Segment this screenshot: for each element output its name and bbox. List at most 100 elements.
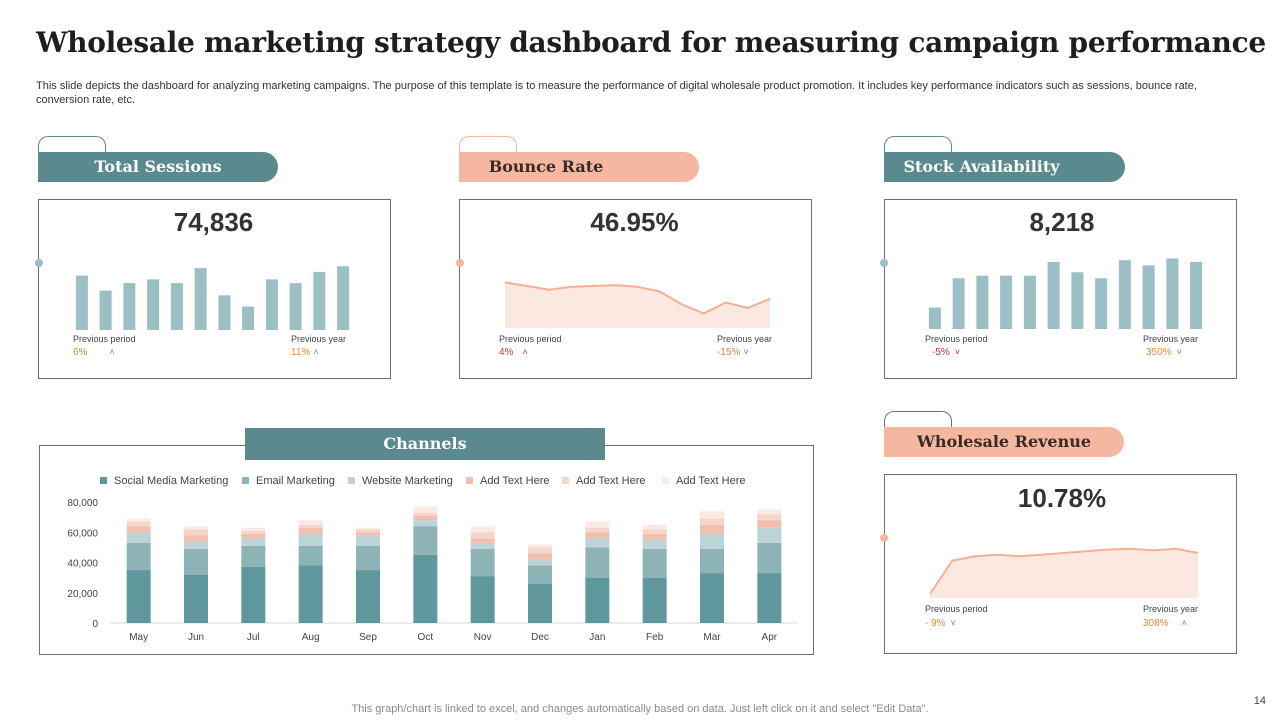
stock-availability-prev-period-number: -5% [932, 347, 950, 358]
channel-bar-segment [298, 545, 323, 566]
channel-bar-segment [470, 526, 495, 533]
total-sessions-prev-period-number: 6% [73, 347, 88, 358]
legend-label: Add Text Here [676, 475, 746, 487]
stock-availability-bar [976, 275, 989, 329]
channel-bar-segment [700, 518, 724, 525]
channel-bar-segment [585, 527, 610, 533]
chevron-down-icon: ˅ [743, 347, 749, 357]
x-tick-label: May [129, 632, 148, 643]
channel-bar-segment [470, 532, 495, 539]
stock-availability-bar [1118, 260, 1131, 329]
channel-bar-segment [528, 547, 552, 554]
channel-bar-segment [757, 509, 782, 515]
channel-bar-segment [528, 583, 552, 623]
total-sessions-marker [35, 259, 43, 267]
bounce-rate-prev-period-number: 4% [499, 347, 514, 358]
legend-label: Website Marketing [362, 475, 453, 487]
total-sessions-bar [218, 295, 231, 330]
channel-bar-segment [356, 529, 380, 533]
channel-bar-segment [241, 527, 266, 531]
channel-bar-segment [356, 532, 380, 536]
legend-swatch [662, 477, 669, 484]
bounce-rate-value: 46.95% [590, 207, 679, 237]
channel-bar-segment [298, 524, 323, 528]
stock-availability-prev-year-value: 350% ˅ [1146, 347, 1182, 358]
wholesale-revenue-header: Wholesale Revenue [884, 427, 1124, 457]
stock-availability-value: 8,218 [1029, 207, 1095, 237]
channel-bar-segment [241, 538, 266, 546]
channel-bar-segment [642, 529, 667, 534]
stock-availability-bar [1047, 261, 1060, 329]
legend-label: Email Marketing [256, 475, 335, 487]
stock-availability-bar [928, 307, 941, 329]
bounce-rate-tab [459, 136, 517, 153]
y-tick-label: 80,000 [67, 498, 98, 509]
total-sessions-value: 74,836 [173, 207, 254, 237]
channel-bar-segment [413, 520, 438, 527]
chevron-up-icon: ˄ [313, 347, 319, 357]
total-sessions-prev-period-value: 6% ˄ [73, 347, 115, 358]
wholesale-revenue-tab [884, 411, 952, 428]
stock-availability-prev-year-number: 350% [1146, 347, 1172, 358]
total-sessions-header: Total Sessions [38, 152, 278, 182]
channel-bar-segment [241, 567, 266, 623]
wholesale-revenue-prev-period-label: Previous period [925, 604, 988, 614]
total-sessions-bar [123, 283, 136, 330]
channel-bar-segment [642, 548, 667, 578]
channel-bar-segment [700, 511, 724, 519]
channel-bar-segment [126, 521, 151, 527]
channel-bar-segment [184, 574, 208, 623]
stock-availability-bar [1142, 265, 1155, 329]
channel-bar-segment [356, 545, 380, 571]
bounce-rate-header: Bounce Rate [459, 152, 699, 182]
channel-bar-segment [700, 573, 724, 623]
channel-bar-segment [241, 545, 266, 568]
page-number: 14 [1253, 695, 1266, 707]
total-sessions-bar [289, 283, 302, 330]
chevron-up-icon: ˄ [1181, 618, 1187, 628]
channel-bar-segment [585, 532, 610, 539]
channel-bar-segment [757, 542, 782, 574]
stock-availability-bar [1000, 275, 1013, 329]
channel-bar-segment [700, 524, 724, 534]
channel-bar-segment [585, 521, 610, 528]
chevron-up-icon: ˄ [109, 347, 115, 357]
stock-availability-bar [1023, 275, 1036, 329]
wholesale-revenue-prev-year-value: 308% ˄ [1143, 618, 1187, 629]
channel-bar-segment [184, 541, 208, 549]
channel-bar-segment [241, 533, 266, 539]
channel-bar-segment [470, 542, 495, 549]
total-sessions-bar [242, 306, 255, 330]
x-tick-label: Apr [762, 632, 778, 643]
legend-entry: Social Media Marketing [100, 475, 228, 487]
channel-bar-segment [642, 524, 667, 530]
legend-entry: Website Marketing [348, 475, 453, 487]
wholesale-revenue-line [930, 547, 1198, 595]
y-tick-label: 0 [92, 619, 98, 630]
total-sessions-card [38, 199, 391, 379]
total-sessions-prev-year-number: 11% [291, 347, 311, 358]
x-tick-label: Jun [188, 632, 204, 643]
total-sessions-bar [170, 283, 183, 330]
legend-entry: Add Text Here [562, 475, 646, 487]
stock-availability-bar [952, 278, 965, 329]
channel-bar-segment [528, 565, 552, 584]
channel-bar-segment [126, 526, 151, 533]
stock-availability-bar [1071, 272, 1084, 329]
chevron-down-icon: ˅ [1176, 347, 1182, 357]
channel-bar-segment [356, 535, 380, 546]
channel-bar-segment [126, 542, 151, 571]
legend-label: Add Text Here [576, 475, 646, 487]
wholesale-revenue-prev-year-number: 308% [1143, 618, 1169, 629]
chevron-down-icon: ˅ [950, 618, 956, 628]
total-sessions-bar [337, 266, 350, 330]
legend-swatch [242, 477, 249, 484]
y-tick-label: 60,000 [67, 528, 98, 539]
channel-bar-segment [413, 506, 438, 513]
x-tick-label: Aug [302, 632, 320, 643]
bounce-rate-marker [456, 259, 464, 267]
channel-bar-segment [413, 515, 438, 521]
channel-bar-segment [413, 512, 438, 516]
channel-bar-segment [757, 573, 782, 623]
channel-bar-segment [642, 577, 667, 623]
